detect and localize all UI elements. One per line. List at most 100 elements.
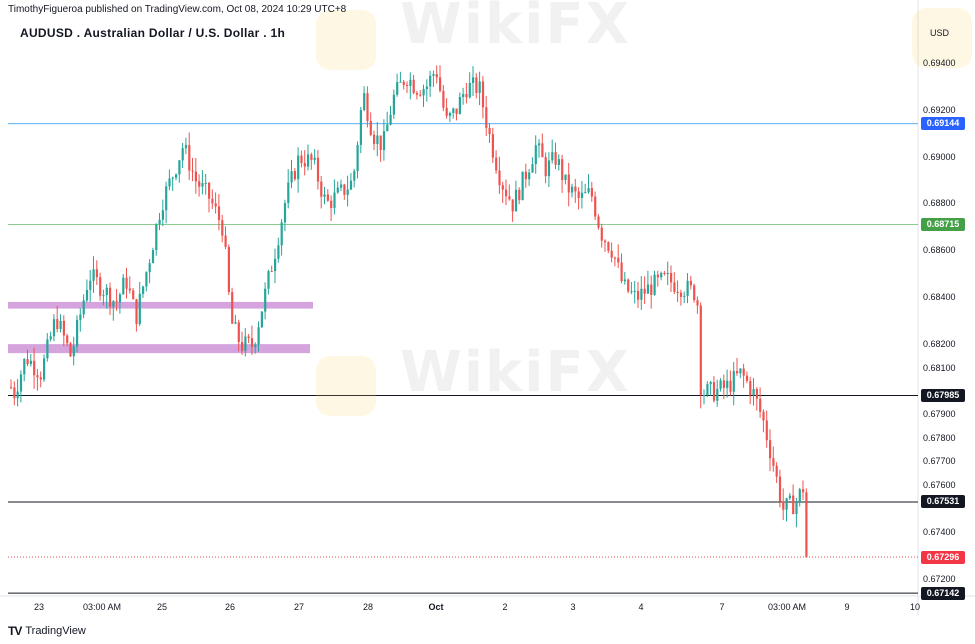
candle-body <box>574 186 577 192</box>
candle-body <box>254 344 257 347</box>
candle-body <box>373 134 376 144</box>
time-tick-label: 3 <box>570 602 576 612</box>
candle-body <box>102 295 105 297</box>
candle-body <box>82 300 85 315</box>
candle-body <box>745 375 749 382</box>
candle-body <box>472 77 475 83</box>
support-zone <box>8 301 313 309</box>
candle-body <box>805 492 808 558</box>
candle-body <box>409 79 412 87</box>
candle-body <box>155 224 158 251</box>
candle-body <box>660 272 663 278</box>
candle-body <box>762 411 765 421</box>
candle-body <box>488 127 491 135</box>
candle-body <box>729 380 732 392</box>
candle-body <box>722 380 725 388</box>
candle-body <box>356 144 359 172</box>
candle-body <box>600 227 603 241</box>
candle-body <box>92 269 95 281</box>
price-tick-label: 0.67900 <box>923 409 956 420</box>
candle-body <box>168 178 171 187</box>
candle-body <box>191 170 194 172</box>
candle-body <box>613 257 617 259</box>
candle-body <box>732 371 735 392</box>
candle-body <box>412 79 415 94</box>
candle-body <box>340 184 343 188</box>
candle-body <box>452 108 455 113</box>
candle-body <box>145 272 148 287</box>
candle-body <box>468 82 471 98</box>
candle-body <box>128 288 131 291</box>
candle-body <box>274 258 277 272</box>
candle-body <box>89 280 92 290</box>
candle-body <box>693 285 696 301</box>
candle-body <box>277 245 280 259</box>
candle-body <box>112 301 115 307</box>
candle-body <box>244 336 247 351</box>
price-tick-label: 0.69400 <box>923 57 956 68</box>
candle-body <box>95 269 98 278</box>
candle-body <box>802 489 805 493</box>
candle-body <box>33 360 36 376</box>
candle-body <box>366 93 369 122</box>
time-tick-label: 2 <box>502 602 508 612</box>
candle-body <box>458 96 461 115</box>
candle-body <box>214 203 217 207</box>
watermark-badge <box>912 8 972 68</box>
candle-body <box>300 155 303 164</box>
candle-body <box>646 284 650 294</box>
candle-body <box>49 336 52 340</box>
candle-body <box>505 189 508 197</box>
candle-body <box>376 135 379 144</box>
time-tick-label: 27 <box>293 602 305 612</box>
candle-body <box>201 183 204 187</box>
candle-body <box>425 86 428 90</box>
candle-body <box>650 284 653 295</box>
candle-body <box>663 272 666 274</box>
candle-body <box>538 143 541 146</box>
candle-body <box>62 320 65 336</box>
candle-body <box>498 170 501 186</box>
candle-body <box>211 198 214 204</box>
candle-body <box>689 280 692 286</box>
price-level-badge: 0.68715 <box>921 217 965 231</box>
symbol-title[interactable]: AUDUSD . Australian Dollar / U.S. Dollar… <box>20 26 286 40</box>
candle-body <box>514 189 518 212</box>
candle-body <box>501 185 504 190</box>
candle-body <box>247 336 250 339</box>
candle-body <box>782 501 785 510</box>
currency-label: USD <box>930 28 950 38</box>
tradingview-footer[interactable]: TV TradingView <box>8 624 86 638</box>
candle-body <box>673 282 676 292</box>
candle-body <box>567 174 570 193</box>
candle-body <box>369 121 372 135</box>
published-info: TimothyFigueroa published on TradingView… <box>8 4 347 15</box>
candle-body <box>72 346 75 357</box>
candle-body <box>36 375 39 378</box>
time-tick-label: 03:00 AM <box>82 602 122 612</box>
tradingview-brand: TradingView <box>25 625 86 637</box>
candle-body <box>320 181 323 197</box>
candle-body <box>607 242 610 251</box>
watermark-badge <box>316 356 376 416</box>
watermark-badge <box>316 10 376 70</box>
time-tick-label: 9 <box>844 602 850 612</box>
candle-body <box>419 94 422 96</box>
candle-body <box>554 152 557 165</box>
candle-body <box>99 277 102 296</box>
candle-body <box>531 164 534 173</box>
candle-body <box>795 502 798 515</box>
candle-body <box>617 257 620 263</box>
candle-body <box>465 94 468 98</box>
candle-body <box>610 250 613 258</box>
candle-body <box>29 360 32 365</box>
candle-body <box>343 184 346 195</box>
candle-body <box>231 292 234 324</box>
candle-body <box>52 319 56 337</box>
candle-body <box>310 154 313 160</box>
candle-body <box>39 377 42 380</box>
candle-body <box>250 338 254 347</box>
candle-body <box>208 182 211 199</box>
candle-body <box>597 216 600 228</box>
